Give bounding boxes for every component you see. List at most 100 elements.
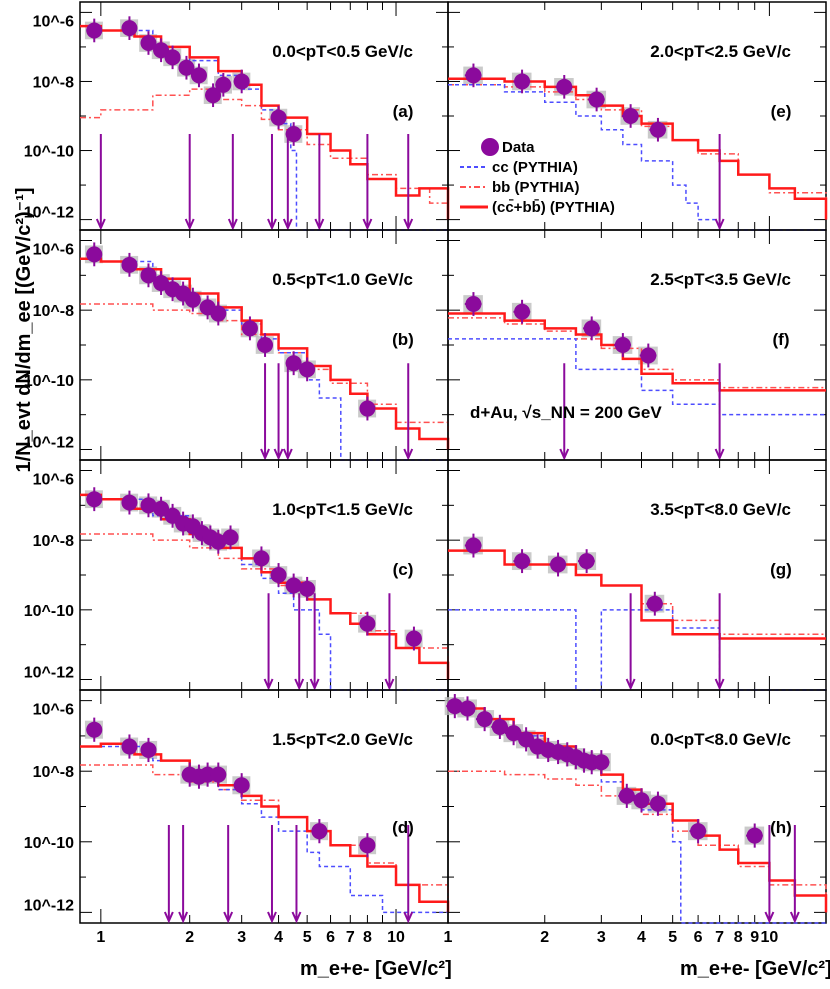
pt-range-label: 0.0<pT<8.0 GeV/c xyxy=(650,730,791,749)
data-point xyxy=(253,550,270,567)
data-point xyxy=(257,337,274,353)
upper-limit-arrowhead xyxy=(714,218,725,231)
panels: 10^-6 10^-8 10^-10 10^-12 (a) 0.0<pT<0.5 GeV/… xyxy=(24,1,828,946)
upper-limit-arrowhead xyxy=(309,678,320,691)
upper-limit-arrowhead xyxy=(260,448,270,461)
data-point xyxy=(299,580,316,597)
data-point xyxy=(405,630,422,647)
upper-limit-arrowhead xyxy=(184,218,195,231)
data-point xyxy=(140,741,157,758)
data-point xyxy=(215,76,232,93)
data-point xyxy=(690,823,707,840)
x-tick-label: 1 xyxy=(444,929,453,946)
y-tick-label: 10^-8 xyxy=(33,303,74,320)
upper-limit-arrowhead xyxy=(314,218,325,231)
panel-g: (g) 3.5<pT<8.0 GeV/c xyxy=(447,459,827,691)
y-tick-label: 10^-8 xyxy=(33,533,74,550)
upper-limit-arrowhead xyxy=(291,911,302,924)
x-axis-label-left: m_e+e- [GeV/c²] xyxy=(300,958,452,980)
data-point xyxy=(514,73,531,90)
data-point xyxy=(311,823,328,840)
panel-f: (f) 2.5<pT<3.5 GeV/c xyxy=(447,229,827,461)
y-tick-label: 10^-8 xyxy=(33,74,74,91)
data-point xyxy=(556,78,573,95)
pt-range-label: 2.0<pT<2.5 GeV/c xyxy=(650,42,791,61)
y-tick-label: 10^-10 xyxy=(24,373,74,390)
x-tick-label: 7 xyxy=(346,929,355,946)
legend: Data cc (PYTHIA) bb (PYTHIA) (cc̄+bb̄) (… xyxy=(460,138,615,216)
pt-range-label: 1.0<pT<1.5 GeV/c xyxy=(272,500,413,519)
x-tick-label: 6 xyxy=(694,929,703,946)
x-tick-label: 3 xyxy=(597,929,606,946)
x-tick-label: 1 xyxy=(96,929,105,946)
data-point xyxy=(593,754,610,771)
sum-curve xyxy=(448,77,828,220)
panel-letter: (e) xyxy=(771,102,792,121)
data-point xyxy=(190,67,207,84)
y-tick-label: 10^-12 xyxy=(24,435,74,452)
y-tick-label: 10^-10 xyxy=(24,144,74,161)
panel-d: 10^-6 10^-8 10^-10 10^-12 (d) 1.5<pT<2.0 GeV/… xyxy=(24,689,450,924)
system-label: d+Au, √s_NN = 200 GeV xyxy=(470,403,662,422)
upper-limit-arrowhead xyxy=(163,911,174,924)
upper-limit-arrowhead xyxy=(764,911,775,924)
legend-cc-label: cc (PYTHIA) xyxy=(492,159,578,176)
panel-e: (e) 2.0<pT<2.5 GeV/c xyxy=(447,1,828,231)
data-point xyxy=(622,108,639,124)
pt-range-label: 1.5<pT<2.0 GeV/c xyxy=(272,730,413,749)
panel-letter: (f) xyxy=(773,330,790,349)
upper-limit-arrowhead xyxy=(384,678,395,691)
pt-range-label: 0.0<pT<0.5 GeV/c xyxy=(272,42,413,61)
y-tick-label: 10^-12 xyxy=(24,205,74,222)
upper-limit-arrowhead xyxy=(789,911,800,924)
upper-limit-arrowhead xyxy=(403,218,414,231)
x-tick-label: 10 xyxy=(761,929,779,946)
data-point xyxy=(359,615,376,632)
upper-limit-arrowhead xyxy=(282,448,293,461)
bb-curve xyxy=(448,317,826,389)
x-tick-label: 8 xyxy=(363,929,372,946)
y-tick-label: 10^-6 xyxy=(33,702,74,719)
data-point xyxy=(140,34,157,51)
cc-curve xyxy=(80,494,448,691)
upper-limit-arrowhead xyxy=(625,678,636,691)
y-tick-label: 10^-12 xyxy=(24,665,74,682)
upper-limit-arrowhead xyxy=(178,911,189,924)
upper-limit-arrowhead xyxy=(282,218,293,231)
data-point xyxy=(459,700,476,717)
data-point xyxy=(746,827,763,844)
data-point xyxy=(285,126,302,143)
x-tick-label: 9 xyxy=(750,929,759,946)
y-tick-label: 10^-12 xyxy=(24,897,74,914)
upper-limit-arrowhead xyxy=(267,911,277,924)
data-point xyxy=(210,533,227,550)
data-point xyxy=(446,698,463,715)
pt-range-label: 3.5<pT<8.0 GeV/c xyxy=(650,500,791,519)
data-point xyxy=(359,400,376,417)
x-tick-label: 7 xyxy=(715,929,724,946)
sum-curve xyxy=(80,257,450,450)
upper-limit-arrowhead xyxy=(227,218,238,231)
panel-b: 10^-6 10^-8 10^-10 10^-12 (b) 0.5<pT<1.0 GeV/… xyxy=(24,229,450,461)
y-tick-label: 10^-6 xyxy=(33,13,74,30)
data-point xyxy=(121,20,138,37)
x-tick-label: 2 xyxy=(185,929,194,946)
data-point xyxy=(140,267,157,284)
data-point xyxy=(465,537,482,554)
x-tick-label: 6 xyxy=(326,929,335,946)
data-point xyxy=(583,320,600,337)
data-point xyxy=(121,738,138,755)
panel-a: 10^-6 10^-8 10^-10 10^-12 (a) 0.0<pT<0.5 GeV/… xyxy=(24,1,450,231)
data-point xyxy=(121,256,138,273)
legend-data-marker xyxy=(481,138,499,156)
upper-limit-arrowhead xyxy=(223,911,234,924)
data-point xyxy=(285,355,302,372)
data-point xyxy=(153,42,170,59)
data-point xyxy=(618,787,635,804)
y-tick-label: 10^-10 xyxy=(24,835,74,852)
data-point xyxy=(205,87,222,104)
data-point xyxy=(86,491,103,508)
x-tick-label: 8 xyxy=(734,929,743,946)
data-point xyxy=(649,121,666,138)
